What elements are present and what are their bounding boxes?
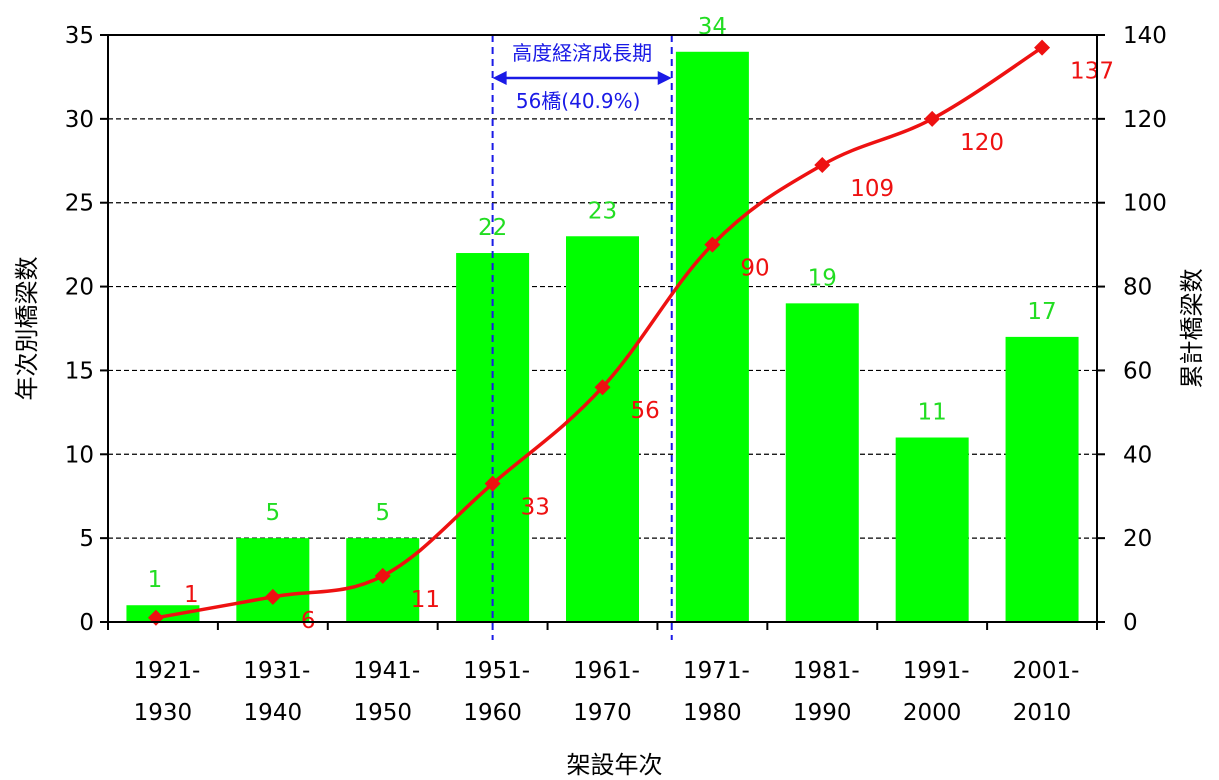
line-value-label: 120 xyxy=(960,130,1004,156)
x-tick-label: 1951- xyxy=(463,658,530,684)
line-value-label: 11 xyxy=(411,587,440,613)
line-value-label: 6 xyxy=(301,608,316,634)
line-point xyxy=(594,379,611,396)
x-tick-label: 1950 xyxy=(353,700,412,726)
y-axis-title: 年次別橋梁数 xyxy=(13,257,41,401)
x-tick-label: 1970 xyxy=(573,700,632,726)
y2-tick-label: 40 xyxy=(1123,442,1152,468)
line-value-label: 109 xyxy=(850,176,894,202)
x-tick-label: 2001- xyxy=(1013,658,1080,684)
bar-value-label: 11 xyxy=(918,400,947,426)
y-tick-label: 20 xyxy=(65,275,94,301)
bar-value-label: 23 xyxy=(588,198,617,224)
annotation-text: 56橋(40.9%) xyxy=(516,89,641,113)
x-tick-label: 1941- xyxy=(353,658,420,684)
y2-tick-label: 80 xyxy=(1123,275,1152,301)
x-tick-label: 1991- xyxy=(903,658,970,684)
x-tick-label: 1960 xyxy=(463,700,522,726)
x-axis-title: 架設年次 xyxy=(567,751,663,779)
line-point xyxy=(814,156,831,173)
y2-tick-label: 20 xyxy=(1123,526,1152,552)
y-tick-label: 0 xyxy=(79,610,94,636)
y2-tick-label: 100 xyxy=(1123,191,1167,217)
y-tick-label: 30 xyxy=(65,107,94,133)
bar-value-label: 17 xyxy=(1027,299,1056,325)
x-tick-label: 1931- xyxy=(243,658,310,684)
line-point xyxy=(264,588,281,605)
bar xyxy=(566,236,639,622)
y-tick-label: 5 xyxy=(79,526,94,552)
bar-value-label: 5 xyxy=(375,500,390,526)
axes: 051015202530350204060801001201401921-193… xyxy=(65,23,1167,726)
bar xyxy=(785,303,859,622)
line-point xyxy=(1034,39,1051,56)
bar xyxy=(675,51,749,623)
line-point xyxy=(374,567,391,584)
bar-value-label: 1 xyxy=(148,567,163,593)
y-tick-label: 10 xyxy=(65,442,94,468)
x-tick-label: 2010 xyxy=(1013,700,1072,726)
line-value-label: 1 xyxy=(184,582,199,608)
y-tick-label: 35 xyxy=(65,23,94,49)
x-tick-label: 2000 xyxy=(903,700,962,726)
annotation xyxy=(491,35,673,640)
line-point xyxy=(484,475,501,492)
annotation-arrowhead-left xyxy=(492,71,507,85)
annotation-arrowhead-right xyxy=(657,71,672,85)
x-tick-label: 1981- xyxy=(793,658,860,684)
y2-tick-label: 120 xyxy=(1123,107,1167,133)
x-tick-label: 1971- xyxy=(683,658,750,684)
line-point xyxy=(924,110,941,127)
y2-axis-title: 累計橋梁数 xyxy=(1178,269,1206,389)
y-tick-label: 25 xyxy=(65,191,94,217)
y2-tick-label: 0 xyxy=(1123,610,1138,636)
x-tick-label: 1990 xyxy=(793,700,852,726)
line-value-label: 33 xyxy=(521,495,550,521)
bar xyxy=(126,605,200,622)
x-tick-label: 1980 xyxy=(683,700,742,726)
x-tick-label: 1961- xyxy=(573,658,640,684)
bar xyxy=(236,538,310,622)
line-value-label: 137 xyxy=(1070,59,1114,85)
line-point xyxy=(704,236,721,253)
y2-tick-label: 140 xyxy=(1123,23,1167,49)
x-tick-label: 1921- xyxy=(134,658,201,684)
x-tick-label: 1930 xyxy=(134,700,193,726)
bar xyxy=(1005,336,1079,622)
annotation-title: 高度経済成長期 xyxy=(512,41,652,65)
y2-tick-label: 60 xyxy=(1123,358,1152,384)
bar-value-label: 19 xyxy=(808,265,837,291)
line-value-label: 56 xyxy=(631,398,660,424)
bar xyxy=(895,437,969,622)
y-tick-label: 15 xyxy=(65,358,94,384)
plot-frame xyxy=(107,34,1098,623)
bar-value-label: 5 xyxy=(266,500,281,526)
x-tick-label: 1940 xyxy=(244,700,303,726)
line-value-label: 90 xyxy=(740,256,769,282)
